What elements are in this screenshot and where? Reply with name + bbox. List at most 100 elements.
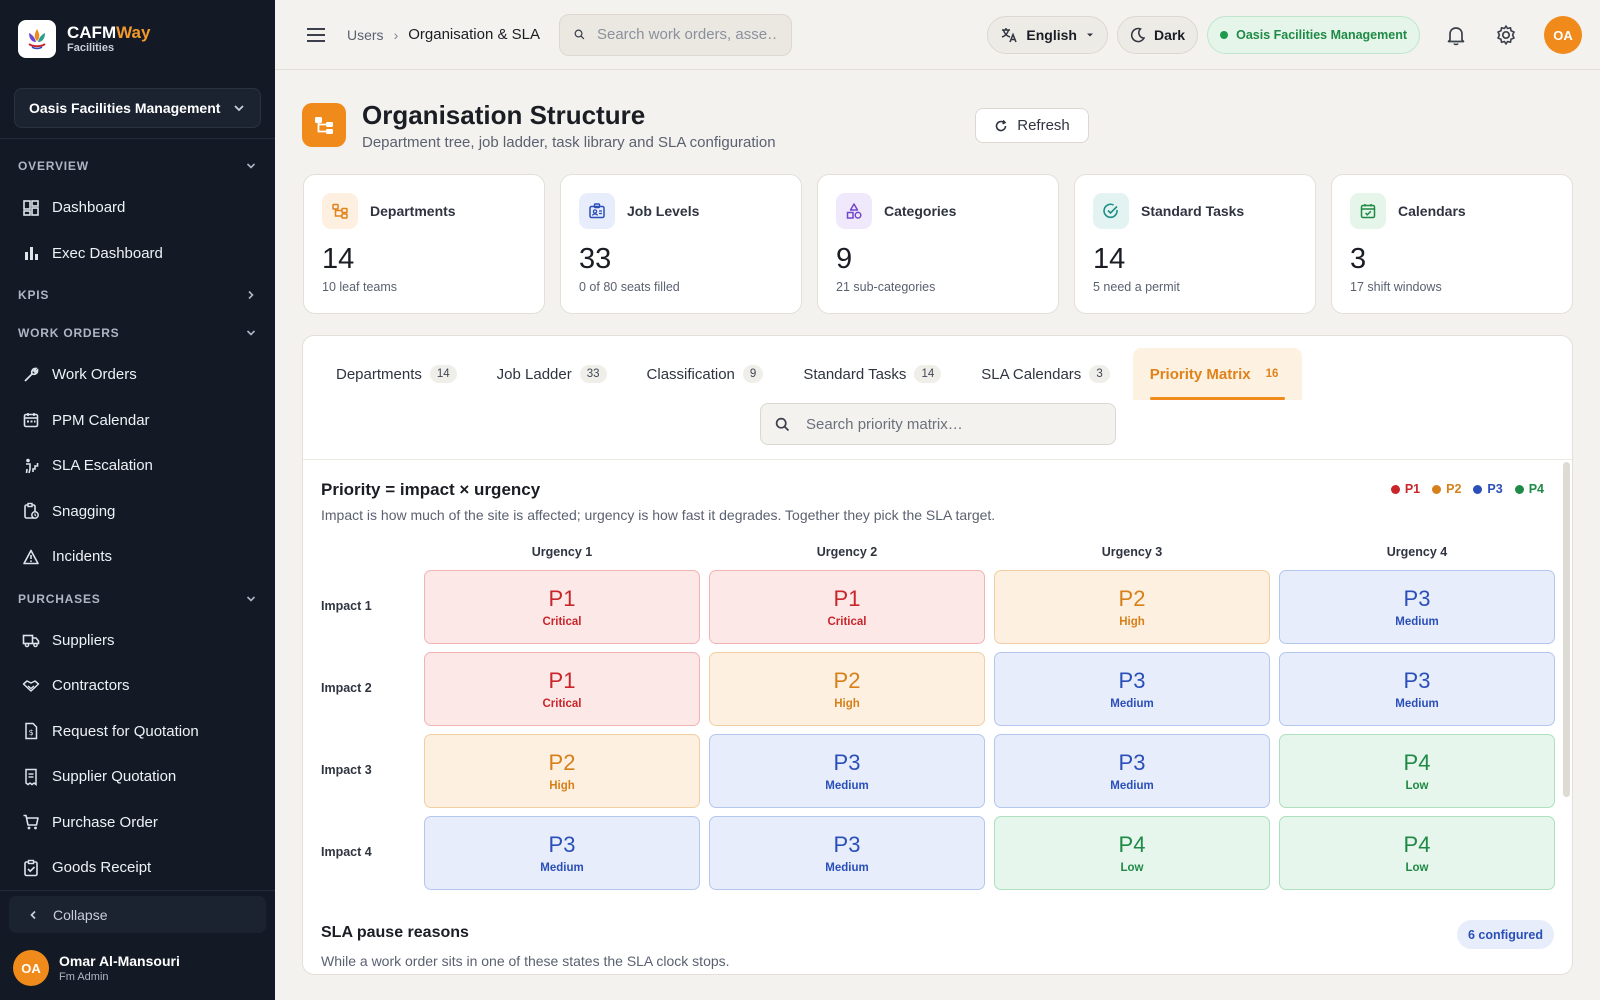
tab-label: Classification	[646, 365, 735, 383]
nav-section-work-orders[interactable]: WORK ORDERS	[0, 314, 275, 352]
stat-hint: 10 leaf teams	[322, 280, 398, 294]
matrix-cell[interactable]: P2 High	[994, 570, 1270, 644]
warning-icon	[23, 549, 39, 565]
priority-label: Medium	[825, 780, 869, 792]
tenant-label: Oasis Facilities Management	[1236, 28, 1407, 42]
sidebar-item-contractors[interactable]: Contractors	[0, 663, 275, 709]
matrix-cell[interactable]: P3 Medium	[1279, 652, 1555, 726]
matrix-cell[interactable]: P4 Low	[1279, 734, 1555, 808]
sidebar-item-dashboard[interactable]: Dashboard	[0, 185, 275, 231]
sidebar-item-supplier-quotation[interactable]: Supplier Quotation	[0, 754, 275, 800]
bar-chart-icon	[25, 247, 38, 261]
matrix-row-header: Impact 4	[321, 845, 372, 859]
chevron-right-icon	[248, 290, 254, 300]
collapse-button[interactable]: Collapse	[9, 896, 266, 933]
stat-label: Categories	[884, 203, 957, 219]
theme-label: Dark	[1153, 27, 1186, 43]
priority-label: Critical	[542, 616, 582, 628]
sidebar-item-label: Exec Dashboard	[52, 244, 163, 262]
sidebar-item-sla-escalation[interactable]: SLA Escalation	[0, 443, 275, 489]
chevron-down-icon	[246, 163, 256, 169]
global-search[interactable]	[558, 13, 792, 56]
org-select[interactable]: Oasis Facilities Management	[14, 88, 261, 128]
matrix-column-header: Urgency 4	[1386, 545, 1448, 559]
clipboard-clock-icon	[24, 503, 39, 520]
priority-matrix-search[interactable]	[760, 403, 1116, 445]
nav-section-overview[interactable]: OVERVIEW	[0, 147, 275, 185]
stat-card-standard-tasks[interactable]: Standard Tasks 14 5 need a permit	[1074, 174, 1316, 314]
breadcrumb-users[interactable]: Users	[347, 26, 384, 43]
tab-priority-matrix[interactable]: Priority Matrix 16	[1132, 348, 1303, 400]
nav-section-kpis[interactable]: KPIS	[0, 276, 275, 314]
matrix-cell[interactable]: P4 Low	[994, 816, 1270, 890]
scrollbar-thumb[interactable]	[1563, 462, 1570, 797]
language-select[interactable]: English	[987, 16, 1108, 54]
sidebar-item-snagging[interactable]: Snagging	[0, 489, 275, 535]
user-profile[interactable]: OA Omar Al-Mansouri Fm Admin	[13, 950, 180, 986]
search-input[interactable]	[806, 415, 1096, 433]
stat-label: Calendars	[1398, 203, 1466, 219]
sidebar-item-label: Contractors	[52, 677, 130, 695]
menu-icon[interactable]	[305, 24, 327, 46]
stat-card-categories[interactable]: Categories 9 21 sub-categories	[817, 174, 1059, 314]
matrix-cell[interactable]: P2 High	[709, 652, 985, 726]
matrix-cell[interactable]: P1 Critical	[709, 570, 985, 644]
priority-code: P1	[833, 586, 861, 611]
truck-icon	[22, 634, 40, 648]
matrix-cell[interactable]: P2 High	[424, 734, 700, 808]
matrix-cell[interactable]: P3 Medium	[1279, 570, 1555, 644]
sidebar-item-suppliers[interactable]: Suppliers	[0, 618, 275, 664]
nav-section-purchases[interactable]: PURCHASES	[0, 580, 275, 618]
search-input[interactable]	[596, 26, 777, 43]
matrix-column-header: Urgency 3	[1101, 545, 1163, 559]
matrix-cell[interactable]: P3 Medium	[994, 734, 1270, 808]
sidebar-item-goods-receipt[interactable]: Goods Receipt	[0, 845, 275, 891]
priority-code: P1	[548, 668, 576, 693]
matrix-cell[interactable]: P1 Critical	[424, 652, 700, 726]
page-subtitle: Department tree, job ladder, task librar…	[362, 134, 776, 151]
theme-toggle[interactable]: Dark	[1116, 16, 1199, 54]
tab-classification[interactable]: Classification 9	[630, 348, 781, 400]
refresh-button[interactable]: Refresh	[975, 108, 1089, 143]
gear-icon[interactable]	[1494, 23, 1518, 47]
stat-card-job-levels[interactable]: Job Levels 33 0 of 80 seats filled	[560, 174, 802, 314]
matrix-cell[interactable]: P3 Medium	[424, 816, 700, 890]
sidebar-item-incidents[interactable]: Incidents	[0, 534, 275, 580]
tenant-badge[interactable]: Oasis Facilities Management	[1207, 16, 1420, 54]
sidebar-item-label: Supplier Quotation	[52, 768, 177, 786]
svg-text:$: $	[29, 728, 34, 737]
sidebar-item-label: Snagging	[52, 502, 116, 520]
sidebar-item-work-orders[interactable]: Work Orders	[0, 352, 275, 398]
stat-hint: 17 shift windows	[1350, 280, 1442, 294]
matrix-cell[interactable]: P3 Medium	[709, 816, 985, 890]
matrix-cell[interactable]: P3 Medium	[709, 734, 985, 808]
priority-label: Medium	[540, 862, 584, 874]
sidebar-item-ppm-calendar[interactable]: PPM Calendar	[0, 398, 275, 444]
search-icon	[574, 29, 585, 40]
stat-card-calendars[interactable]: Calendars 3 17 shift windows	[1331, 174, 1573, 314]
sidebar-item-purchase-order[interactable]: Purchase Order	[0, 800, 275, 846]
matrix-cell[interactable]: P3 Medium	[994, 652, 1270, 726]
avatar: OA	[13, 950, 49, 986]
priority-label: Low	[1405, 862, 1429, 874]
stat-value: 14	[322, 243, 355, 275]
avatar[interactable]: OA	[1544, 16, 1582, 54]
nav-section-label: WORK ORDERS	[18, 326, 120, 340]
tab-job-ladder[interactable]: Job Ladder 33	[480, 348, 624, 400]
tab-sla-calendars[interactable]: SLA Calendars 3	[964, 348, 1126, 400]
priority-legend: P1 P2 P3 P4	[1390, 482, 1544, 496]
tab-departments[interactable]: Departments 14	[319, 348, 474, 400]
matrix-cell[interactable]: P4 Low	[1279, 816, 1555, 890]
stat-hint: 5 need a permit	[1093, 280, 1180, 294]
legend-item: P2	[1432, 482, 1461, 496]
sidebar-item-exec-dashboard[interactable]: Exec Dashboard	[0, 231, 275, 277]
sidebar-item-rfq[interactable]: $ Request for Quotation	[0, 709, 275, 755]
stat-card-departments[interactable]: Departments 14 10 leaf teams	[303, 174, 545, 314]
bell-icon[interactable]	[1444, 23, 1468, 47]
tab-standard-tasks[interactable]: Standard Tasks 14	[786, 348, 958, 400]
refresh-label: Refresh	[1017, 117, 1070, 134]
dashboard-icon	[23, 199, 39, 216]
brand[interactable]: CAFMWay Facilities	[0, 0, 275, 78]
matrix-cell[interactable]: P1 Critical	[424, 570, 700, 644]
stat-value: 3	[1350, 243, 1367, 275]
